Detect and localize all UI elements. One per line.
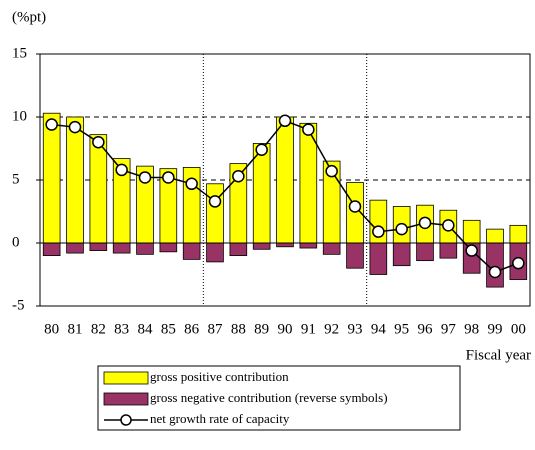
marker: [465, 244, 478, 257]
bar: [89, 134, 108, 244]
marker: [302, 123, 315, 136]
x-tick-label: 00: [511, 321, 526, 337]
x-tick-label: 88: [231, 321, 246, 337]
legend-label: gross negative contribution (reverse sym…: [150, 390, 388, 405]
x-tick-label: 90: [278, 321, 293, 337]
bar: [276, 116, 294, 244]
y-axis-label: (%pt): [12, 9, 46, 25]
legend-label: net growth rate of capacity: [150, 411, 290, 426]
x-tick-label: 99: [488, 321, 503, 337]
bar: [206, 183, 224, 244]
marker: [115, 163, 128, 177]
legend-swatch: [103, 392, 149, 406]
legend-swatch: [103, 371, 149, 385]
x-tick-label: 97: [441, 321, 457, 337]
bar: [346, 242, 364, 269]
bar: [206, 242, 224, 263]
marker: [92, 135, 105, 149]
marker: [45, 118, 58, 131]
marker: [325, 164, 338, 178]
x-tick-label: 91: [301, 321, 316, 337]
y-tick-label: -5: [12, 297, 25, 313]
y-tick-label: 10: [12, 108, 27, 124]
bar: [229, 242, 248, 256]
bar: [159, 242, 178, 253]
x-tick-label: 95: [394, 321, 409, 337]
bar: [182, 242, 201, 260]
x-tick-label: 92: [324, 321, 339, 337]
bar: [252, 242, 271, 250]
bar: [392, 242, 411, 267]
y-tick-label: 0: [12, 234, 20, 250]
legend-box: [97, 365, 461, 431]
bar: [462, 219, 481, 244]
marker: [372, 225, 385, 238]
marker: [488, 265, 502, 279]
x-tick-label: 84: [138, 321, 154, 337]
x-axis-label: Fiscal year: [466, 347, 531, 363]
x-tick-label: 94: [371, 321, 387, 337]
x-tick-label: 89: [254, 321, 269, 337]
x-tick-label: 87: [208, 321, 224, 337]
marker: [185, 177, 198, 191]
marker: [418, 216, 432, 230]
marker: [208, 195, 222, 208]
y-tick-label: 15: [12, 45, 27, 61]
bar: [42, 242, 61, 256]
bar: [299, 242, 318, 249]
bar: [112, 242, 131, 254]
bar: [369, 242, 388, 275]
bar: [322, 242, 341, 255]
marker: [278, 114, 292, 128]
marker: [138, 171, 152, 184]
x-tick-label: 96: [418, 321, 434, 337]
marker: [162, 171, 175, 184]
x-tick-label: 85: [161, 321, 176, 337]
bar: [66, 242, 84, 254]
bar: [66, 116, 84, 244]
bar: [42, 112, 61, 244]
marker: [395, 222, 408, 236]
x-tick-label: 82: [91, 321, 106, 337]
y-tick-label: 5: [12, 171, 20, 187]
legend-label: gross positive contribution: [150, 369, 289, 384]
bar: [252, 143, 271, 244]
bar: [416, 242, 434, 262]
bar: [276, 242, 294, 248]
marker: [68, 120, 82, 134]
x-tick-label: 81: [68, 321, 83, 337]
bar: [509, 224, 528, 244]
marker: [442, 219, 455, 232]
bar: [136, 242, 154, 255]
bar: [486, 228, 504, 244]
x-tick-label: 83: [114, 321, 129, 337]
bar: [89, 242, 108, 251]
legend-marker: [120, 414, 132, 426]
legend: gross positive contribution gross negativ…: [97, 365, 461, 431]
x-tick-label: 80: [44, 321, 59, 337]
x-tick-label: 93: [348, 321, 363, 337]
x-tick-label: 86: [184, 321, 200, 337]
marker: [255, 143, 268, 157]
bar: [486, 242, 504, 288]
marker: [512, 256, 525, 270]
bar: [439, 242, 458, 259]
x-tick-label: 98: [464, 321, 479, 337]
marker: [348, 200, 362, 213]
marker: [232, 169, 245, 183]
